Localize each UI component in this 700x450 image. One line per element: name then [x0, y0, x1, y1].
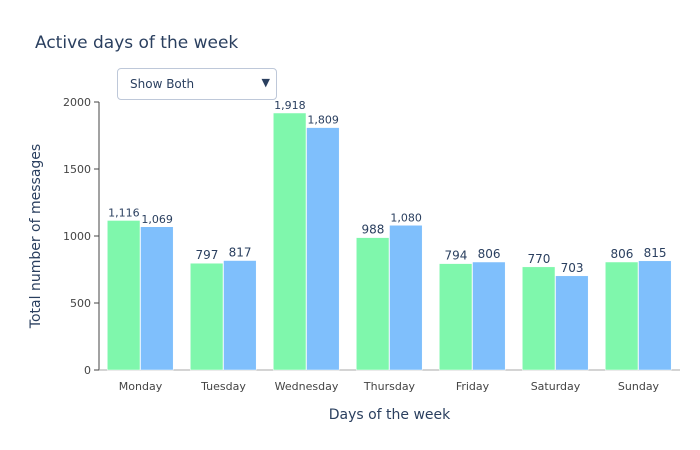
- x-tick-label: Thursday: [363, 380, 416, 393]
- x-axis-title: Days of the week: [329, 407, 451, 423]
- x-tick-label: Tuesday: [200, 380, 246, 393]
- y-tick-label: 2000: [63, 96, 91, 109]
- x-tick-label: Sunday: [618, 380, 660, 393]
- bar: [472, 261, 506, 371]
- bar: [273, 112, 307, 371]
- data-label: 988: [361, 223, 384, 237]
- y-tick-label: 500: [70, 297, 91, 310]
- bar: [555, 275, 589, 371]
- x-tick-label: Monday: [119, 380, 163, 393]
- y-tick-label: 1500: [63, 163, 91, 176]
- data-label: 794: [444, 249, 467, 263]
- bar: [389, 225, 423, 371]
- data-label: 703: [561, 261, 584, 275]
- series-dropdown[interactable]: Show Both ▼: [117, 68, 277, 100]
- x-tick-label: Wednesday: [275, 380, 339, 393]
- y-tick-label: 1000: [63, 230, 91, 243]
- data-label: 1,809: [307, 114, 339, 127]
- bar: [306, 127, 340, 371]
- data-label: 815: [644, 246, 667, 260]
- bar: [223, 260, 257, 371]
- y-axis-title: Total number of messages: [28, 144, 44, 329]
- bar: [638, 260, 672, 371]
- triangle-down-icon: ▼: [261, 76, 270, 89]
- y-tick-label: 0: [84, 364, 91, 377]
- bar: [522, 266, 556, 371]
- data-label: 1,116: [108, 206, 140, 219]
- bar: [107, 220, 141, 371]
- data-label: 797: [195, 248, 218, 262]
- bar: [190, 262, 224, 371]
- data-label: 806: [478, 247, 501, 261]
- chart-title: Active days of the week: [35, 33, 239, 53]
- x-tick-label: Friday: [456, 380, 490, 393]
- dropdown-selected-label: Show Both: [130, 77, 195, 91]
- data-label: 817: [229, 246, 252, 260]
- data-label: 770: [527, 252, 550, 266]
- data-label: 1,069: [141, 213, 173, 226]
- bar: [605, 261, 639, 371]
- data-label: 1,080: [390, 211, 422, 224]
- data-label: 1,918: [274, 99, 306, 112]
- data-label: 806: [610, 247, 633, 261]
- x-tick-label: Saturday: [531, 380, 581, 393]
- bar: [439, 263, 473, 371]
- bar: [140, 226, 174, 371]
- bar: [356, 237, 390, 371]
